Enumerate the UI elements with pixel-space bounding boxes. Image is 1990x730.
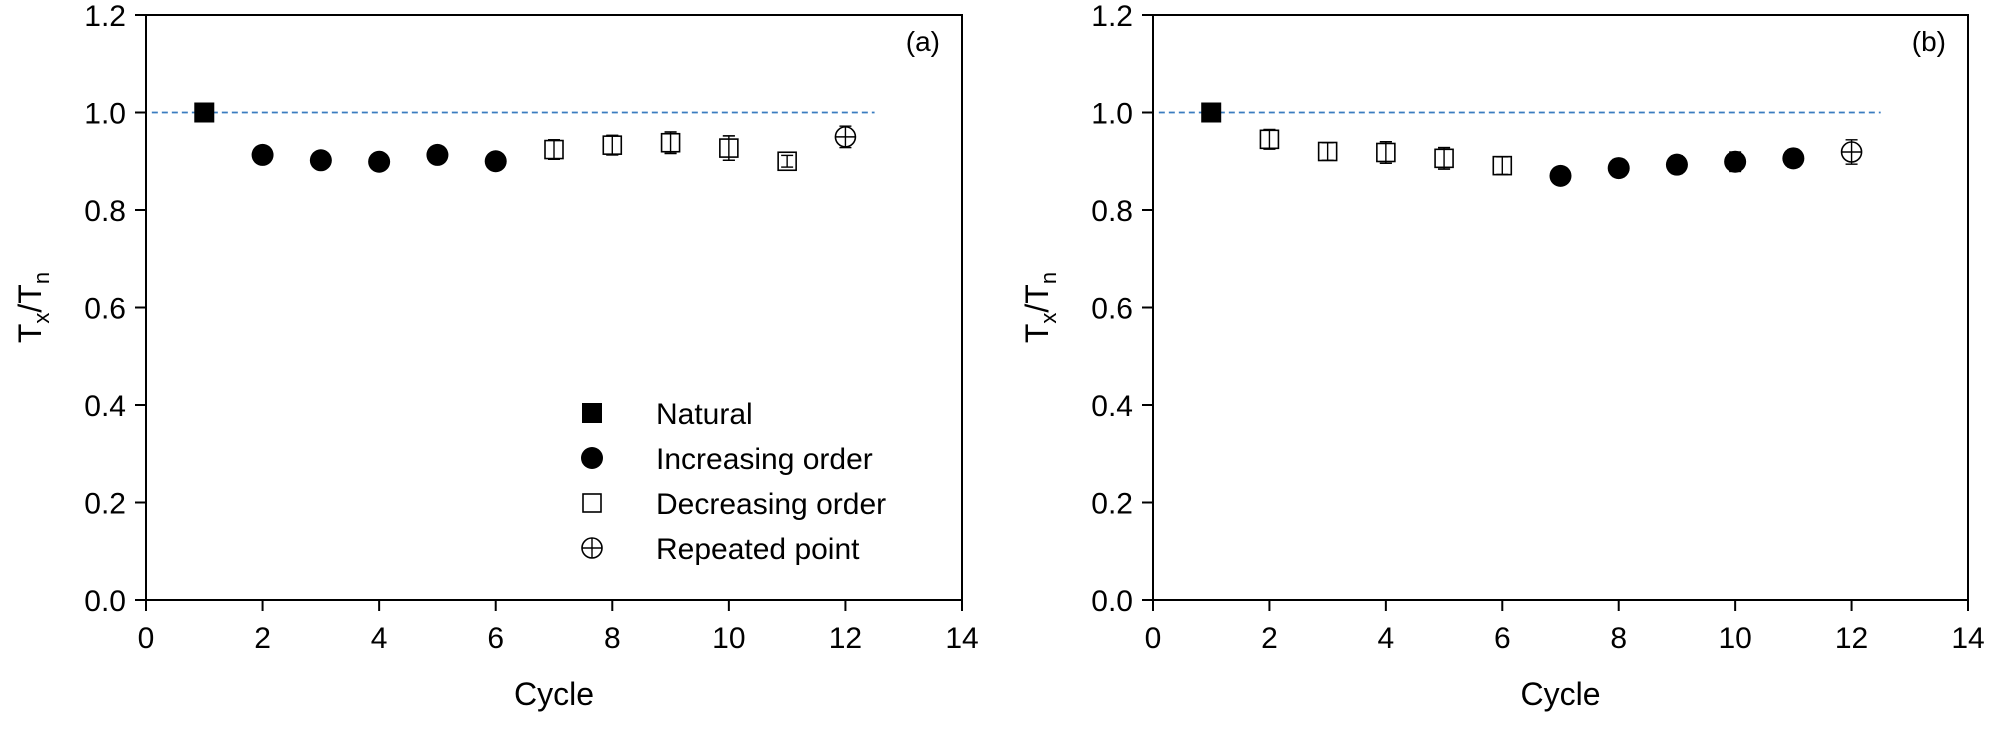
x-tick-label: 2 [1261,622,1278,655]
y-axis-title-subscript: x [1036,313,1061,324]
legend-label: Decreasing order [656,488,886,521]
x-tick-label: 12 [1835,622,1868,655]
y-tick-label: 0.6 [1091,293,1133,326]
x-tick-label: 8 [1610,622,1627,655]
y-tick-label: 1.0 [84,98,126,131]
x-tick-label: 4 [371,622,388,655]
y-tick-label: 0.4 [1091,390,1133,423]
legend-item: Increasing order [581,443,873,476]
y-tick-label: 0.0 [1091,585,1133,618]
data-point [1549,164,1572,187]
x-tick-label: 0 [1145,622,1162,655]
y-tick-label: 0.2 [84,488,126,521]
y-axis-title-part: /T [1019,284,1055,312]
data-point [309,149,332,172]
x-tick-label: 8 [604,622,621,655]
y-tick-label: 1.2 [84,0,126,33]
y-tick-label: 1.2 [1091,0,1133,33]
panel-label: (a) [906,26,940,57]
data-point [1607,157,1630,180]
y-axis-title: Tx/Tn [1019,272,1061,343]
chart-panel-a: 0 2 4 6 8 10 12 14 0.0 0.2 0.4 0.6 0.8 1.0 1.2 Cycle Tx/… [12,0,979,712]
chart-panel-b: 0 2 4 6 8 10 12 14 0.0 0.2 0.4 0.6 0.8 1.0 1.2 Cycle Tx/… [1019,0,1985,712]
x-tick-label: 6 [487,622,504,655]
data-point [368,150,391,173]
y-axis-title-subscript: n [29,272,54,284]
legend-label: Increasing order [656,443,873,476]
panel-label: (b) [1912,26,1946,57]
legend: Natural Increasing order Decreasing order R… [581,398,886,566]
data-point [1665,153,1688,176]
x-tick-label: 10 [1718,622,1751,655]
plot-frame [1152,14,1969,601]
y-tick-label: 0.2 [1091,488,1133,521]
x-tick-label: 6 [1494,622,1511,655]
legend-label: Natural [656,398,753,431]
legend-marker [582,493,602,513]
y-tick-label: 1.0 [1091,98,1133,131]
legend-item: Repeated point [581,533,860,566]
x-tick-label: 14 [945,622,978,655]
legend-marker [582,403,602,423]
y-tick-label: 0.8 [1091,195,1133,228]
data-point [1201,102,1222,123]
data-point [251,143,274,166]
y-axis-title-part: T [1019,324,1055,344]
y-tick-label: 0.0 [84,585,126,618]
y-axis-title-part: T [12,324,48,344]
x-axis-title: Cycle [1520,676,1600,712]
data-point [484,150,507,173]
data-point [194,102,215,123]
y-axis-title-part: /T [12,284,48,312]
y-tick-label: 0.6 [84,293,126,326]
data-point [1724,150,1747,173]
data-point [1782,147,1805,170]
x-tick-label: 14 [1951,622,1984,655]
legend-label: Repeated point [656,533,860,566]
y-axis-title-subscript: x [29,313,54,324]
x-tick-label: 10 [712,622,745,655]
legend-item: Decreasing order [582,488,886,521]
x-tick-label: 0 [138,622,155,655]
y-tick-label: 0.4 [84,390,126,423]
y-tick-label: 0.8 [84,195,126,228]
x-tick-label: 2 [254,622,271,655]
x-axis-title: Cycle [514,676,594,712]
y-axis-title: Tx/Tn [12,272,54,343]
y-axis-title-subscript: n [1036,272,1061,284]
x-tick-label: 12 [829,622,862,655]
data-point [426,143,449,166]
legend-item: Natural [582,398,753,431]
legend-marker [581,447,603,469]
x-tick-label: 4 [1378,622,1395,655]
